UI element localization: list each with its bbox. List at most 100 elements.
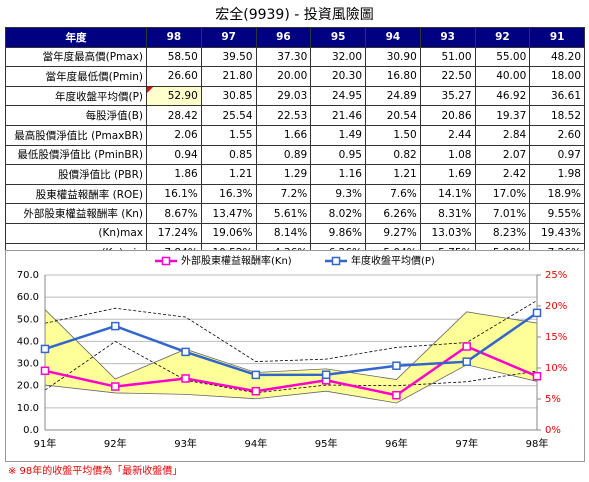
table-cell: 1.69 xyxy=(419,164,476,185)
y-tick-label: 60.0 xyxy=(17,292,39,303)
table-cell: 2.44 xyxy=(419,124,476,146)
header-cell: 96 xyxy=(255,27,312,48)
header-cell: 98 xyxy=(146,27,202,48)
table-cell: 58.50 xyxy=(146,46,202,68)
point-marker xyxy=(111,321,120,331)
header-cell: 94 xyxy=(365,27,421,48)
table-cell: 0.94 xyxy=(146,144,202,166)
x-tick-label: 91年 xyxy=(34,437,57,450)
table-cell: 55.00 xyxy=(474,46,531,68)
table-cell: 0.82 xyxy=(365,144,421,166)
legend-marker xyxy=(161,256,171,266)
table-cell: 9.27% xyxy=(365,222,421,244)
row-label: (Kn)max xyxy=(5,222,147,244)
table-cell: 17.0% xyxy=(474,183,531,205)
y2-tick-label: 0% xyxy=(545,425,561,436)
table-cell: 1.98 xyxy=(529,164,585,185)
point-marker xyxy=(532,308,542,318)
point-marker xyxy=(392,361,401,370)
header-cell: 91 xyxy=(529,27,585,48)
point-marker xyxy=(532,371,542,381)
table-cell: 2.84 xyxy=(474,124,531,146)
series-line xyxy=(44,345,538,397)
header-cell: 年度 xyxy=(5,27,147,48)
y-tick-label: 0.0 xyxy=(23,425,39,436)
x-tick-label: 96年 xyxy=(385,437,408,450)
x-tick-label: 93年 xyxy=(174,437,197,450)
table-row: 當年度最低價(Pmin) 26.60 21.80 20.00 20.30 16.80 22.… xyxy=(5,66,585,87)
table-cell: 6.26% xyxy=(365,203,421,224)
table-cell: 1.66 xyxy=(255,124,312,146)
point-marker xyxy=(462,342,471,351)
table-cell: 8.14% xyxy=(255,222,312,244)
table-cell: 1.50 xyxy=(365,124,421,146)
table-row: 最高股價淨值比 (PmaxBR) 2.06 1.55 1.66 1.49 1.50 2.44… xyxy=(5,124,585,146)
table-cell: 5.61% xyxy=(255,203,312,224)
table-cell: 24.89 xyxy=(365,85,421,107)
table-cell: 1.49 xyxy=(310,124,366,146)
chart: 0.0 10.0 20.0 30.0 40.0 50.0 60.0 70.0 0% 5% 10% 15… xyxy=(5,250,585,462)
table-cell: 20.30 xyxy=(310,66,366,87)
table-row: 當年度最高價(Pmax) 58.50 39.50 37.30 32.00 30.90 51.… xyxy=(5,46,585,68)
row-label: 外部股東權益報酬率 (Kn) xyxy=(5,203,147,224)
row-label: 股價淨值比 (PBR) xyxy=(5,164,147,185)
page-title: 宏全(9939) - 投資風險圖 xyxy=(215,7,374,23)
header-row: 年度 98 97 96 95 94 93 92 91 xyxy=(5,27,585,48)
table-cell: 18.52 xyxy=(529,105,585,126)
legend-label: 年度收盤平均價(P) xyxy=(351,254,435,267)
table-cell: 16.1% xyxy=(146,183,202,205)
y-tick-label: 30.0 xyxy=(17,359,39,370)
table-cell: 1.21 xyxy=(365,164,421,185)
table-row: 股東權益報酬率 (ROE) 16.1% 16.3% 7.2% 9.3% 7.6% 14.1%… xyxy=(5,183,585,205)
header-cell: 93 xyxy=(419,27,476,48)
table-cell: 29.03 xyxy=(255,85,312,107)
table-row: 外部股東權益報酬率 (Kn) 8.67% 13.47% 5.61% 8.02% 6.26%… xyxy=(5,203,585,224)
table-cell: 22.50 xyxy=(419,66,476,87)
table-cell: 20.86 xyxy=(419,105,476,126)
table-cell: 21.80 xyxy=(200,66,257,87)
x-tick-label: 97年 xyxy=(455,437,478,450)
table-cell: 2.42 xyxy=(474,164,531,185)
table-cell: 8.02% xyxy=(310,203,366,224)
y2-tick-label: 15% xyxy=(545,332,567,343)
table-row: 股價淨值比 (PBR) 1.86 1.21 1.29 1.16 1.21 1.69 2.42 1… xyxy=(5,164,585,185)
price-range-line xyxy=(44,340,538,394)
row-label: 最高股價淨值比 (PmaxBR) xyxy=(5,124,147,146)
table-cell: 19.06% xyxy=(200,222,257,244)
table-cell: 51.00 xyxy=(419,46,476,68)
table-cell: 18.00 xyxy=(529,66,585,87)
table-cell: 20.54 xyxy=(365,105,421,126)
table-cell: 1.55 xyxy=(200,124,257,146)
table-cell: 16.3% xyxy=(200,183,257,205)
table-cell: 26.60 xyxy=(146,66,202,87)
table-cell: 13.03% xyxy=(419,222,476,244)
table-cell: 52.90 xyxy=(146,85,202,107)
point-marker xyxy=(40,366,50,376)
table-cell: 0.95 xyxy=(310,144,366,166)
table-cell: 39.50 xyxy=(200,46,257,68)
table-cell: 1.21 xyxy=(200,164,257,185)
table-cell: 22.53 xyxy=(255,105,312,126)
table-row: 年度收盤平均價(P) 52.90 30.85 29.03 24.95 24.89 35.27… xyxy=(5,85,585,107)
table-cell: 1.08 xyxy=(419,144,476,166)
point-marker xyxy=(181,347,190,357)
y-tick-label: 70.0 xyxy=(17,270,39,281)
table-cell: 0.97 xyxy=(529,144,585,166)
table-cell: 40.00 xyxy=(474,66,531,87)
table-cell: 13.47% xyxy=(200,203,257,224)
footnote: ※ 98年的收盤平均價為「最新收盤價」 xyxy=(8,466,183,477)
point-marker xyxy=(181,374,190,383)
legend-label: 外部股東權益報酬率(Kn) xyxy=(181,254,292,267)
table-cell: 1.86 xyxy=(146,164,202,185)
table-cell: 21.46 xyxy=(310,105,366,126)
table-cell: 16.80 xyxy=(365,66,421,87)
y2-tick-label: 10% xyxy=(545,363,567,374)
y2-tick-label: 5% xyxy=(545,394,561,405)
table-cell: 25.54 xyxy=(200,105,257,126)
point-marker xyxy=(40,344,50,354)
y2-tick-label: 25% xyxy=(545,270,567,281)
table-cell: 2.06 xyxy=(146,124,202,146)
header-cell: 95 xyxy=(310,27,366,48)
table-cell: 18.9% xyxy=(529,183,585,205)
table-cell: 0.85 xyxy=(200,144,257,166)
